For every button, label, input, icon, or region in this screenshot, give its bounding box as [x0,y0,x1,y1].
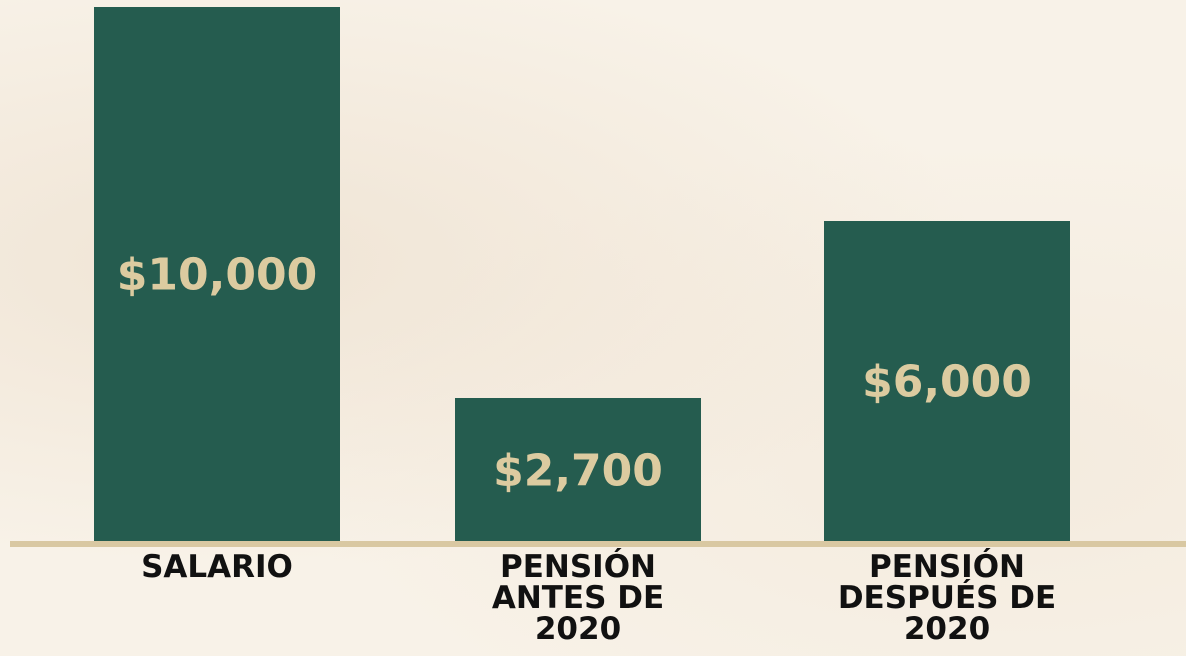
category-label: PENSIÓN ANTES DE 2020 [491,549,665,647]
bar [455,398,701,543]
bar [94,7,340,543]
baseline [10,541,1186,547]
category-label: SALARIO [141,549,293,585]
category-label: PENSIÓN DESPUÉS DE 2020 [837,549,1057,647]
value-label: $10,000 [116,249,318,301]
bar [824,221,1070,543]
value-label: $2,700 [493,445,663,497]
value-label: $6,000 [862,356,1032,408]
